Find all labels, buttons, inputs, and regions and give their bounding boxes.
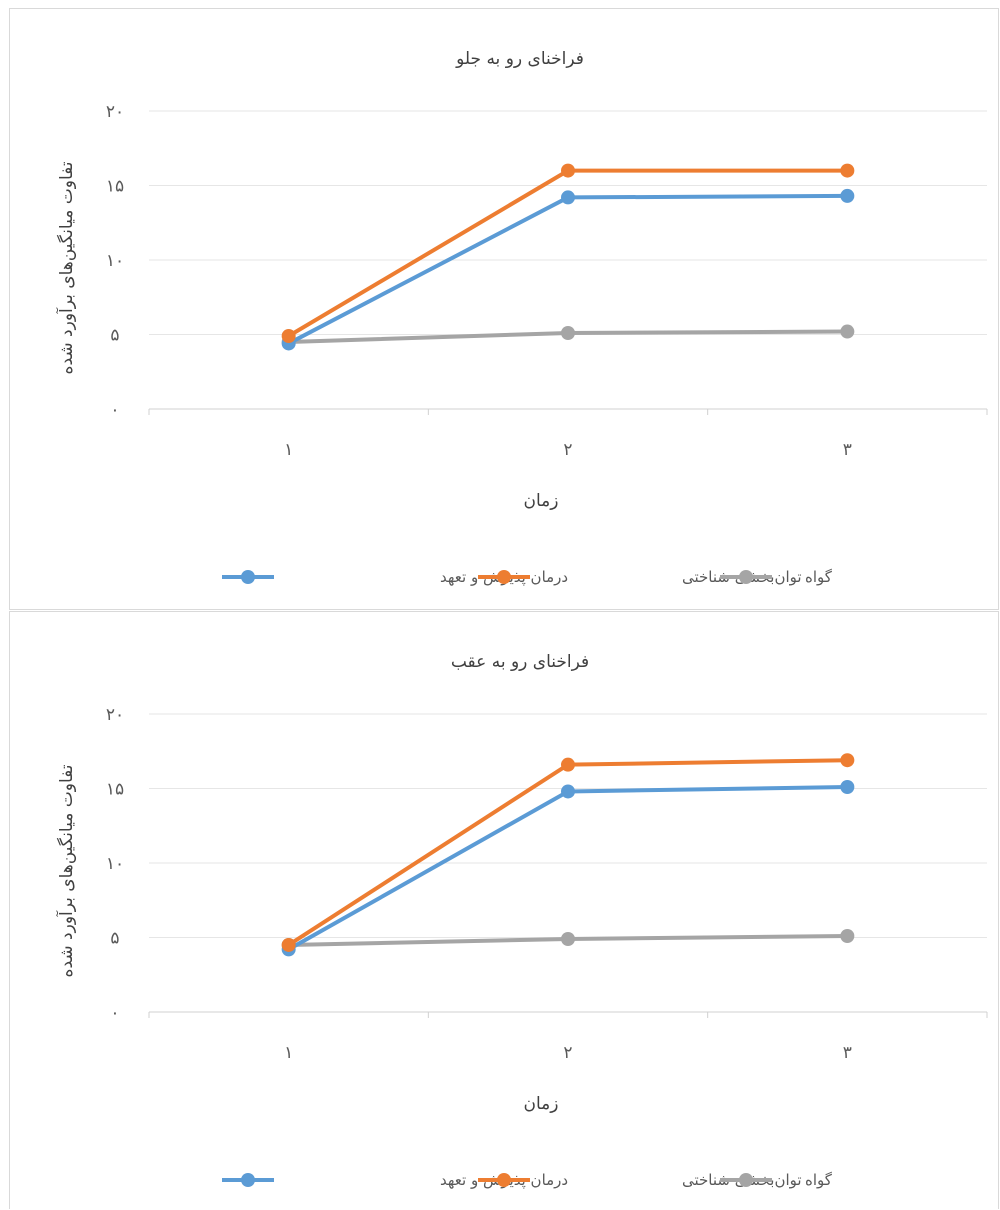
data-point	[561, 326, 575, 341]
y-tick-label: ۰	[110, 400, 119, 420]
data-point	[840, 780, 855, 795]
data-point	[561, 163, 575, 178]
data-point	[561, 784, 575, 799]
x-axis-title: زمان	[524, 491, 559, 511]
y-tick-label: ۱۰	[106, 854, 124, 874]
legend-label: گواه	[805, 1171, 833, 1189]
y-tick-label: ۵	[110, 929, 119, 949]
data-point	[840, 753, 855, 768]
y-tick-label: ۱۵	[106, 177, 124, 197]
chart-title: فراخنای رو به عقب	[451, 652, 589, 672]
x-tick-label: ۲	[563, 440, 572, 460]
y-tick-label: ۲۰	[106, 705, 124, 725]
y-tick-label: ۲۰	[106, 102, 124, 122]
legend-swatch-marker	[739, 1173, 753, 1187]
x-tick-label: ۳	[843, 1043, 852, 1063]
y-tick-label: ۱۵	[106, 780, 124, 800]
series-line	[287, 193, 848, 346]
chart-forward-svg: فراخنای رو به جلو زمان تفاوت میانگین‌های…	[55, 49, 988, 587]
x-tick-label: ۲	[563, 1043, 572, 1063]
data-point	[840, 188, 855, 203]
legend-swatch-marker	[739, 570, 753, 584]
data-point	[561, 931, 575, 946]
legend-swatch-marker	[241, 570, 255, 584]
chart-backward-svg: فراخنای رو به عقب زمان تفاوت میانگین‌های…	[55, 652, 988, 1190]
y-axis-title: تفاوت میانگین‌های برآورد شده	[55, 764, 77, 977]
y-tick-label: ۵	[110, 326, 119, 346]
data-point	[561, 190, 575, 205]
x-axis-title: زمان	[524, 1094, 559, 1114]
data-point	[840, 163, 855, 178]
chart-forward: فراخنای رو به جلو زمان تفاوت میانگین‌های…	[9, 8, 999, 610]
data-point	[840, 929, 855, 944]
chart-title: فراخنای رو به جلو	[455, 49, 584, 69]
x-tick-label: ۱	[284, 1043, 293, 1063]
legend-label: گواه	[805, 568, 833, 586]
data-point	[281, 328, 296, 343]
y-axis-title: تفاوت میانگین‌های برآورد شده	[55, 161, 77, 374]
legend-swatch-marker	[497, 1173, 511, 1187]
x-tick-label: ۱	[284, 440, 293, 460]
chart-backward: فراخنای رو به عقب زمان تفاوت میانگین‌های…	[9, 611, 999, 1209]
data-point	[561, 757, 575, 772]
legend-swatch-marker	[497, 570, 511, 584]
legend-swatch-marker	[241, 1173, 255, 1187]
series-line	[287, 785, 848, 952]
x-tick-label: ۳	[843, 440, 852, 460]
y-tick-label: ۱۰	[106, 251, 124, 271]
data-point	[840, 324, 855, 339]
y-tick-label: ۰	[110, 1003, 119, 1023]
data-point	[281, 937, 296, 952]
